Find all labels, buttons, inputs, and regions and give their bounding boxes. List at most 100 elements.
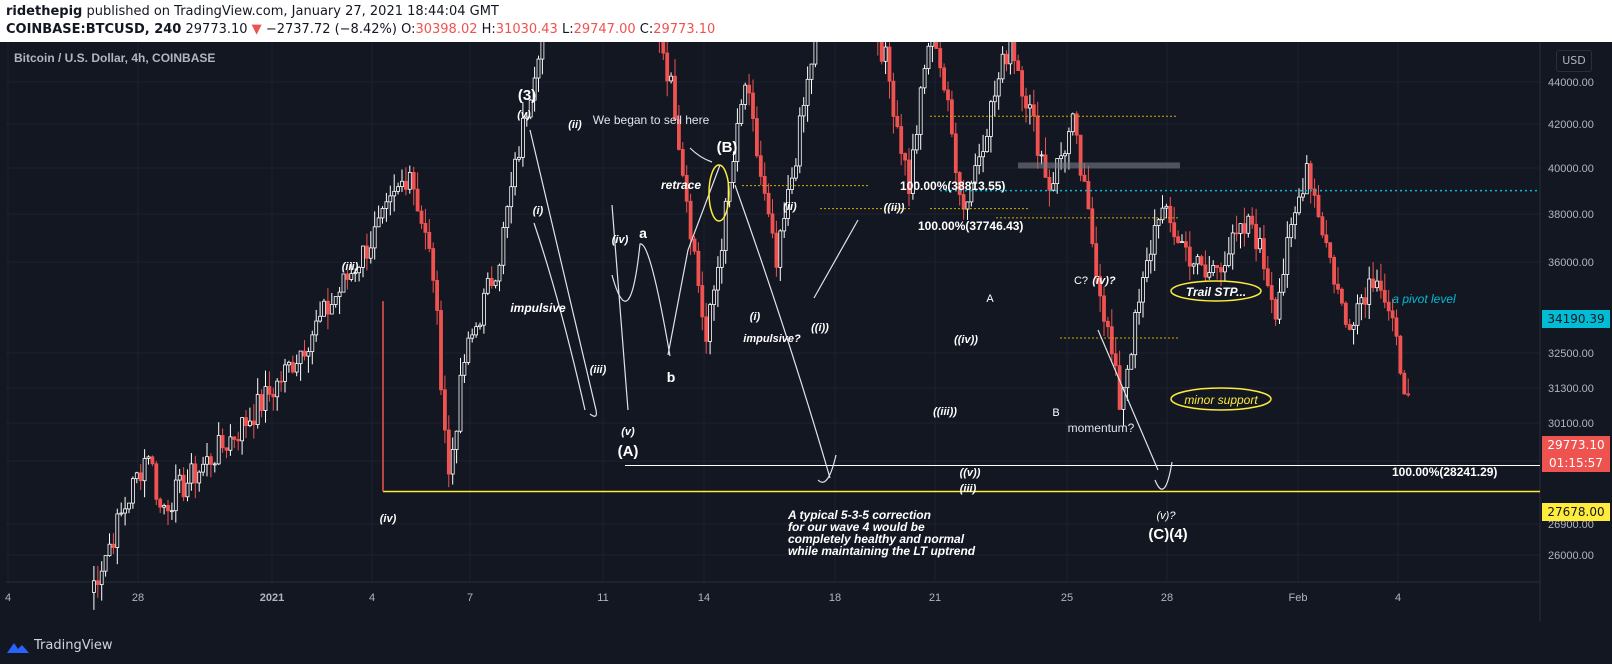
candle-body	[146, 456, 151, 459]
candle-body	[735, 123, 740, 162]
candle-body	[357, 266, 362, 274]
currency-button[interactable]: USD	[1556, 50, 1592, 72]
candle-body	[1063, 153, 1067, 157]
candle-body	[158, 498, 163, 508]
candle-body	[1148, 253, 1153, 262]
time-tick-label: 28	[1161, 592, 1173, 604]
candle-body	[969, 182, 974, 203]
candle-body	[1070, 113, 1075, 133]
low-value: 29747.00	[573, 22, 636, 37]
candle-body	[1125, 368, 1130, 389]
note-line: for our wave 4 would be	[788, 520, 925, 534]
candle-body	[1359, 297, 1364, 305]
price-chart[interactable]: (3) (v) (ii) (iii) (i) (iv) a b (iii) (v) (A) (iv) i…	[0, 42, 1612, 622]
down-arrow-icon: ▼	[251, 22, 262, 37]
footer-brand[interactable]: TradingView	[34, 638, 113, 653]
candle-body	[1129, 354, 1134, 370]
candles	[92, 42, 1411, 610]
candle-body	[322, 300, 326, 317]
author-name[interactable]: ridethepig	[6, 4, 83, 19]
note-line: A typical 5-3-5 correction	[787, 508, 931, 522]
candle-body	[1090, 208, 1095, 245]
candle-body	[926, 45, 931, 70]
trail-stop-ellipse	[1170, 280, 1262, 302]
candle-body	[1242, 223, 1247, 234]
candle-body	[127, 502, 131, 510]
candle-body	[1121, 387, 1126, 410]
candle-body	[899, 126, 904, 154]
candle-body	[1223, 265, 1227, 273]
candle-body	[1316, 194, 1321, 218]
candle-body	[478, 324, 482, 328]
candle-body	[329, 304, 334, 315]
candle-body	[524, 116, 529, 119]
candle-body	[751, 92, 755, 119]
candle-body	[1008, 42, 1013, 65]
candle-body	[1281, 274, 1286, 293]
drawings: (3) (v) (ii) (iii) (i) (iv) a b (iii) (v) (A) (iv) i…	[342, 87, 1540, 558]
candle-body	[247, 420, 252, 427]
publish-header: ridethepig published on TradingView.com,…	[0, 0, 1612, 42]
candle-body	[497, 264, 502, 282]
candle-body	[1004, 53, 1009, 65]
candle-body	[205, 456, 209, 465]
candle-body	[758, 155, 763, 177]
last-price-label: 29773.10	[1542, 436, 1610, 454]
candle-body	[700, 285, 705, 318]
candle-body	[1386, 301, 1391, 312]
candle-body	[887, 46, 892, 82]
candle-body	[325, 300, 330, 315]
candle-body	[232, 436, 237, 440]
candle-body	[981, 151, 985, 158]
annotation-v_q: (v)?	[1157, 510, 1177, 522]
time-tick-label: 25	[1061, 592, 1073, 604]
symbol-label: COINBASE:BTCUSD, 240	[6, 22, 182, 37]
candle-body	[474, 326, 479, 336]
candle-body	[661, 42, 666, 54]
candle-body	[1164, 205, 1169, 209]
candle-body	[1074, 113, 1079, 136]
candle-body	[813, 42, 818, 65]
candle-body	[712, 289, 716, 305]
candle-body	[384, 201, 389, 209]
time-tick-label: 28	[132, 592, 144, 604]
candle-body	[1047, 177, 1052, 191]
candle-body	[536, 58, 541, 79]
candle-body	[95, 580, 100, 585]
open-label: O:	[401, 22, 416, 37]
annotation-C_q: C?	[1074, 275, 1088, 287]
candle-body	[403, 180, 408, 190]
candle-body	[345, 273, 350, 280]
candle-body	[731, 161, 736, 183]
candle-body	[879, 42, 884, 62]
candle-body	[1277, 291, 1282, 320]
candle-body	[263, 386, 268, 411]
candle-body	[318, 315, 323, 322]
time-tick-label: 7	[467, 592, 473, 604]
candle-body	[1234, 232, 1239, 235]
impulse-curve	[529, 129, 597, 417]
candle-body	[1219, 267, 1223, 273]
candle-body	[302, 350, 307, 357]
candle-body	[794, 165, 798, 179]
annotation-a: a	[639, 225, 647, 241]
candle-body	[1351, 324, 1356, 330]
candle-body	[992, 95, 997, 103]
candle-body	[380, 208, 385, 219]
candle-body	[115, 513, 120, 548]
symbol-legend: Bitcoin / U.S. Dollar, 4h, COINBASE	[14, 51, 215, 65]
candle-body	[1402, 372, 1407, 395]
candle-body	[1160, 207, 1165, 221]
candle-body	[680, 149, 685, 176]
time-tick-label: 11	[597, 592, 608, 604]
candle-body	[454, 430, 459, 450]
candle-body	[236, 439, 241, 442]
candle-body	[1102, 295, 1106, 322]
candle-body	[1308, 163, 1313, 190]
close-label: C:	[639, 22, 654, 37]
candle-body	[181, 474, 186, 498]
candle-body	[1191, 263, 1196, 267]
candle-body	[1254, 223, 1258, 250]
close-value: 29773.10	[653, 22, 716, 37]
candle-body	[376, 217, 381, 228]
